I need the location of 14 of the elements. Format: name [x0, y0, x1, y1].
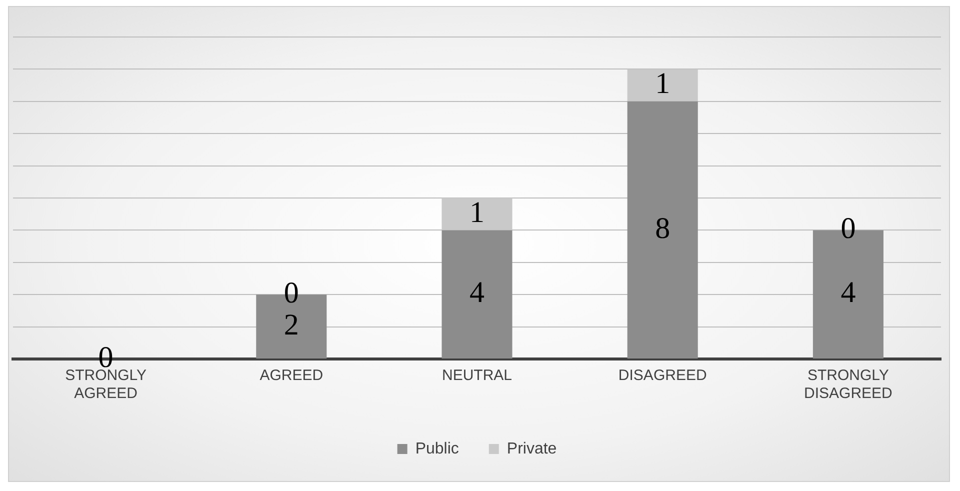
x-tick-label: STRONGLY DISAGREED: [804, 367, 893, 402]
data-label: 4: [840, 276, 856, 310]
data-label: 1: [470, 196, 484, 229]
data-label: 2: [284, 308, 299, 342]
data-label: 0: [284, 276, 299, 310]
legend-label: Public: [415, 440, 459, 458]
data-label: 1: [655, 67, 670, 100]
x-tick-label: NEUTRAL: [442, 367, 512, 384]
data-label: 8: [655, 212, 670, 245]
x-tick-label: AGREED: [260, 367, 324, 384]
data-label: 0: [840, 212, 856, 246]
x-tick-label: DISAGREED: [618, 367, 707, 384]
data-label: 4: [470, 276, 484, 310]
legend-label: Private: [506, 440, 557, 458]
